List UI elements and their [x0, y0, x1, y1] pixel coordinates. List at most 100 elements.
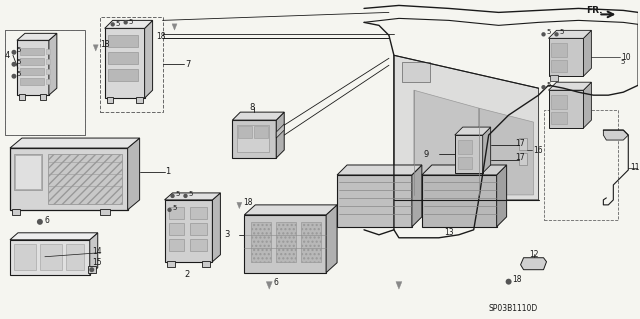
Circle shape	[111, 22, 115, 26]
Bar	[168, 239, 184, 251]
Bar	[276, 222, 296, 262]
Bar	[66, 244, 84, 270]
Bar	[17, 40, 49, 95]
Bar	[552, 112, 568, 124]
Bar	[402, 62, 430, 82]
Polygon shape	[276, 124, 284, 138]
Polygon shape	[17, 33, 57, 40]
Bar	[10, 148, 127, 210]
Text: 6: 6	[45, 216, 50, 225]
Bar	[100, 18, 163, 112]
Text: 5: 5	[17, 71, 21, 77]
Text: 4: 4	[5, 51, 10, 60]
Text: 5: 5	[116, 21, 120, 27]
Bar	[552, 43, 568, 57]
Bar	[191, 207, 207, 219]
Bar	[14, 154, 42, 190]
Text: 5: 5	[189, 191, 193, 197]
Polygon shape	[49, 33, 57, 95]
Polygon shape	[244, 205, 337, 215]
Bar	[252, 222, 271, 262]
Bar	[20, 48, 44, 55]
Text: 5: 5	[17, 47, 21, 53]
Polygon shape	[107, 97, 113, 103]
Bar	[543, 110, 618, 220]
Polygon shape	[412, 165, 422, 227]
Circle shape	[554, 32, 559, 37]
Text: 6: 6	[273, 278, 278, 287]
Bar	[108, 52, 138, 64]
Text: 5: 5	[173, 205, 177, 211]
Text: 14: 14	[92, 247, 101, 256]
Bar	[458, 157, 472, 169]
Text: 3: 3	[224, 230, 229, 239]
Bar	[46, 79, 50, 84]
Bar	[14, 244, 36, 270]
Text: 18: 18	[157, 32, 166, 41]
Polygon shape	[88, 266, 96, 273]
Circle shape	[12, 50, 17, 55]
Polygon shape	[40, 94, 46, 100]
Circle shape	[89, 267, 94, 272]
Bar	[20, 68, 44, 75]
Bar	[455, 135, 483, 173]
Bar	[108, 35, 138, 47]
Bar	[168, 223, 184, 235]
Circle shape	[12, 62, 17, 67]
Polygon shape	[212, 193, 220, 262]
Polygon shape	[145, 20, 152, 98]
Polygon shape	[90, 233, 98, 275]
Bar	[46, 59, 50, 64]
Text: 18: 18	[513, 275, 522, 284]
Bar	[164, 200, 212, 262]
Text: 5: 5	[559, 29, 564, 35]
Polygon shape	[164, 193, 220, 200]
Bar	[48, 154, 122, 204]
Circle shape	[541, 32, 546, 37]
Text: 12: 12	[529, 250, 538, 259]
Text: 5: 5	[175, 191, 180, 197]
Bar	[552, 60, 568, 72]
Text: FR.: FR.	[586, 6, 603, 15]
Text: 18: 18	[100, 40, 109, 49]
Bar	[232, 120, 276, 158]
Polygon shape	[127, 138, 140, 210]
Bar	[108, 69, 138, 81]
Polygon shape	[136, 97, 143, 103]
Polygon shape	[172, 24, 177, 30]
Text: 18: 18	[243, 198, 253, 207]
Polygon shape	[394, 55, 538, 200]
Text: 5: 5	[547, 29, 551, 35]
Bar	[548, 38, 584, 76]
Bar	[10, 240, 90, 275]
Polygon shape	[604, 130, 628, 140]
Polygon shape	[337, 165, 422, 175]
Polygon shape	[276, 112, 284, 158]
Text: 2: 2	[185, 270, 190, 279]
Bar	[191, 223, 207, 235]
Circle shape	[124, 20, 128, 25]
Bar	[168, 207, 184, 219]
Text: 17: 17	[516, 152, 525, 161]
Polygon shape	[396, 282, 402, 289]
Polygon shape	[326, 205, 337, 273]
Polygon shape	[19, 94, 25, 100]
Polygon shape	[100, 209, 109, 215]
Polygon shape	[202, 261, 211, 267]
Bar	[337, 175, 412, 227]
Circle shape	[12, 74, 17, 79]
Text: 5: 5	[620, 59, 625, 65]
Polygon shape	[10, 138, 140, 148]
Polygon shape	[422, 165, 507, 175]
Text: 9: 9	[424, 150, 429, 159]
Polygon shape	[483, 127, 491, 173]
Polygon shape	[10, 233, 98, 240]
Bar	[238, 126, 252, 138]
Text: 5: 5	[129, 19, 133, 26]
Text: 11: 11	[630, 163, 640, 173]
Bar	[548, 90, 584, 128]
Bar	[422, 175, 497, 227]
Polygon shape	[12, 209, 20, 215]
Bar	[105, 28, 145, 98]
Polygon shape	[548, 82, 591, 90]
